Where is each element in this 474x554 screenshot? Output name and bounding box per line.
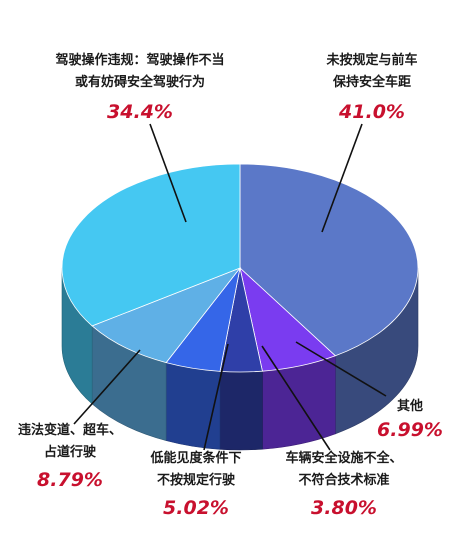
- leader-line-lane: [73, 349, 141, 425]
- pie-side-lights: [219, 370, 263, 451]
- slice-pct-lights: 3.80%: [311, 497, 377, 519]
- leader-line-lights: [261, 345, 331, 451]
- slice-label-operation: 或有妨碍安全驾驶行为: [75, 74, 205, 90]
- pie-slice-lane: [91, 267, 242, 364]
- slice-label-operation: 驾驶操作违规：驾驶操作不当: [55, 52, 224, 68]
- slice-label-visibility: 不按规定行驶: [157, 472, 235, 488]
- pie-slice-operation: [61, 163, 241, 327]
- slice-label-lane: 违法变道、超车、: [18, 422, 122, 438]
- slice-label-lights: 车辆安全设施不全、: [285, 450, 402, 466]
- slice-label-other: 其他: [397, 398, 423, 414]
- leader-lines: [73, 123, 387, 451]
- pie-side-visibility: [165, 362, 221, 450]
- slice-pct-visibility: 5.02%: [163, 497, 229, 519]
- pie-top-layer: [61, 163, 419, 373]
- slice-pct-other: 6.99%: [377, 419, 443, 441]
- leader-line-other: [295, 341, 387, 397]
- slice-label-fast: 未按规定与前车: [325, 52, 417, 68]
- slice-label-lane: 占道行驶: [44, 444, 96, 460]
- slice-label-lights: 不符合技术标准: [298, 472, 389, 488]
- slice-pct-fast: 41.0%: [338, 101, 405, 123]
- slice-pct-operation: 34.4%: [107, 101, 173, 123]
- slice-label-visibility: 低能见度条件下: [149, 450, 241, 466]
- slice-label-fast: 保持安全车距: [332, 74, 411, 90]
- leader-line-visibility: [203, 343, 229, 451]
- leader-line-operation: [149, 123, 187, 223]
- pie-slice-fast: [239, 163, 419, 357]
- slice-pct-lane: 8.79%: [37, 469, 103, 491]
- leader-line-fast: [321, 123, 363, 233]
